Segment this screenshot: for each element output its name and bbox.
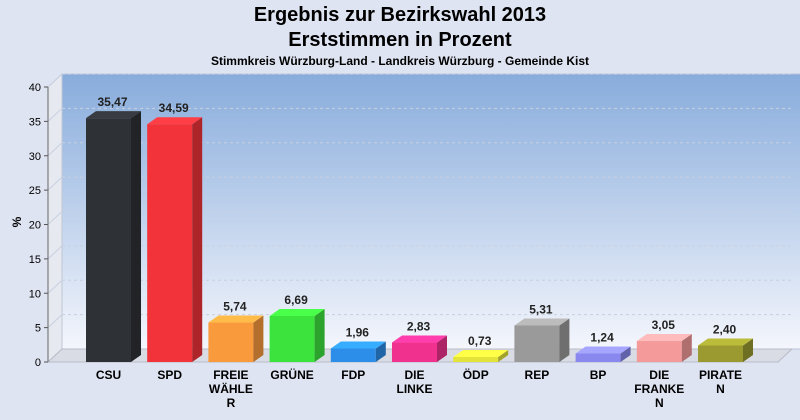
category-label: R (227, 396, 236, 410)
bar (575, 353, 621, 362)
bar (698, 345, 743, 362)
value-label: 0,73 (468, 334, 492, 348)
category-label: N (655, 396, 664, 410)
category-label: FREIE (213, 368, 248, 382)
bar-top (698, 338, 753, 346)
grid-line-diagonal (47, 73, 63, 88)
bar (514, 325, 560, 362)
bar-side (314, 309, 325, 362)
grid-line-diagonal (47, 108, 63, 122)
category-label: BP (590, 368, 607, 382)
grid-line-diagonal (47, 211, 63, 225)
bar (147, 124, 193, 362)
chart-title: Ergebnis zur Bezirkswahl 2013 (253, 4, 547, 26)
bar-side (131, 111, 141, 362)
value-label: 5,74 (223, 300, 247, 314)
bar (208, 322, 254, 362)
bar-side (498, 349, 509, 362)
bar-side (559, 318, 570, 362)
category-label: GRÜNE (270, 367, 313, 382)
bar-side (253, 315, 264, 362)
bar-side (681, 334, 692, 362)
y-tick-label: 40 (29, 82, 41, 94)
grid-line-diagonal (47, 142, 63, 157)
bar (392, 342, 437, 362)
chart-subtitle: Stimmkreis Würzburg-Land - Landkreis Wür… (210, 54, 590, 68)
category-label: DIE (404, 368, 424, 382)
bars (86, 111, 753, 362)
category-label: FDP (341, 368, 365, 382)
chart-title-line2: Erststimmen in Prozent (288, 29, 512, 51)
bar-side (743, 338, 753, 362)
y-tick-label: 25 (29, 185, 41, 197)
y-tick-label: 30 (29, 151, 41, 163)
value-label: 34,59 (159, 101, 189, 115)
y-axis-label: % (10, 216, 24, 227)
bar-side (437, 335, 447, 362)
grid-line-diagonal (47, 314, 63, 328)
y-tick-label: 35 (29, 116, 41, 128)
y-tick-label: 0 (35, 357, 41, 369)
category-label: FRANKE (634, 382, 684, 396)
bar (453, 356, 499, 362)
bar-top (208, 315, 264, 323)
bar (330, 348, 376, 362)
value-labels: 35,47 34,59 5,74 6,69 1,96 2,83 0,73 5,31 1,24 3,… (97, 95, 736, 348)
y-tick-label: 15 (29, 254, 41, 266)
bar-top (453, 349, 509, 357)
value-label: 2,83 (407, 320, 431, 334)
bar-side (620, 346, 631, 362)
bar-side (192, 117, 203, 362)
category-label: SPD (157, 368, 182, 382)
value-label: 1,24 (590, 330, 614, 344)
bar-top (269, 309, 325, 317)
bar (269, 316, 315, 362)
y-tick-label: 20 (29, 220, 41, 232)
category-label: CSU (96, 368, 121, 382)
y-tick-label: 5 (35, 323, 41, 335)
category-label: WÄHLE (209, 381, 253, 396)
category-label: REP (525, 368, 550, 382)
category-label: DIE (649, 368, 669, 382)
grid-line-diagonal (47, 176, 63, 191)
bar-top (575, 346, 631, 354)
category-label: LINKE (397, 382, 433, 396)
value-label: 35,47 (97, 95, 127, 109)
category-label: N (716, 382, 725, 396)
bar-top (392, 335, 447, 343)
bar-top (636, 334, 692, 342)
y-tick-label: 10 (29, 288, 41, 300)
value-label: 5,31 (529, 302, 553, 316)
category-label: PIRATE (699, 368, 742, 382)
value-label: 1,96 (346, 326, 370, 340)
grid-line-diagonal (47, 245, 63, 260)
value-label: 2,40 (713, 323, 737, 337)
grid-line-diagonal (47, 279, 63, 294)
category-label: ÖDP (463, 367, 489, 382)
bar-top (147, 117, 203, 125)
bar-top (86, 111, 141, 119)
bar-top (514, 318, 570, 326)
bar-side (375, 341, 386, 362)
bar (86, 118, 131, 362)
bar (636, 341, 682, 362)
bar-top (330, 341, 386, 349)
value-label: 3,05 (652, 318, 676, 332)
y-axis-ticks: 0 5 10 15 20 25 30 35 40 (29, 82, 49, 369)
value-label: 6,69 (284, 293, 308, 307)
